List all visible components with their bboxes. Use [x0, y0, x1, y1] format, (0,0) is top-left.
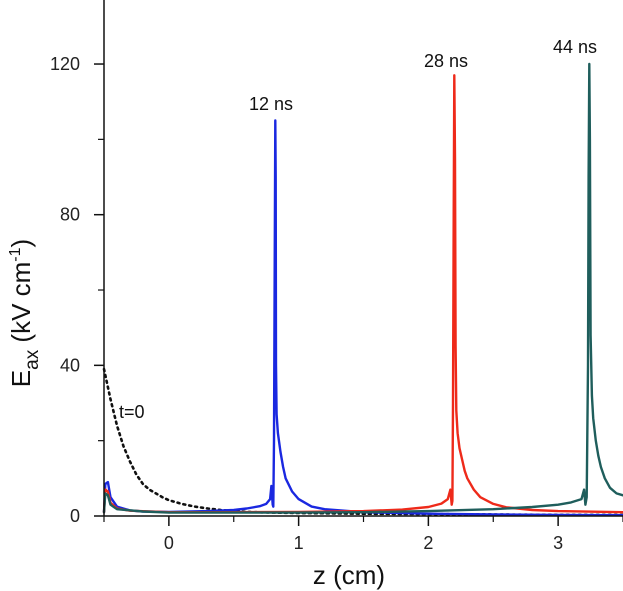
x-tick-label: 3	[553, 533, 563, 553]
y-axis-title-exponent: -1	[7, 247, 24, 261]
y-axis-title: Eax (kV cm-1)	[6, 239, 43, 387]
ticks: 0 1 2 3 0 40 80 120	[50, 54, 623, 553]
series-labels: t=0 12 ns 28 ns 44 ns	[119, 37, 597, 422]
y-tick-label: 120	[50, 54, 80, 74]
y-tick-label: 0	[70, 506, 80, 526]
series-line-t-0	[102, 367, 623, 517]
y-axis-title-main: E	[6, 370, 36, 387]
x-axis-title: z (cm)	[313, 560, 385, 590]
y-tick-label: 40	[60, 355, 80, 375]
series-label-28-ns: 28 ns	[424, 51, 468, 71]
series-layer	[102, 62, 623, 517]
y-axis-title-close: )	[6, 239, 36, 248]
y-axis-title-unit: (kV cm	[6, 262, 36, 350]
series-label-44-ns: 44 ns	[553, 37, 597, 57]
x-tick-label: 1	[294, 533, 304, 553]
x-tick-label: 0	[164, 533, 174, 553]
series-label-12-ns: 12 ns	[249, 94, 293, 114]
y-tick-label: 80	[60, 205, 80, 225]
y-axis-title-subscript: ax	[22, 349, 43, 370]
series-label-t-0: t=0	[119, 402, 145, 422]
series-line-44-ns	[102, 62, 623, 514]
x-tick-label: 2	[423, 533, 433, 553]
